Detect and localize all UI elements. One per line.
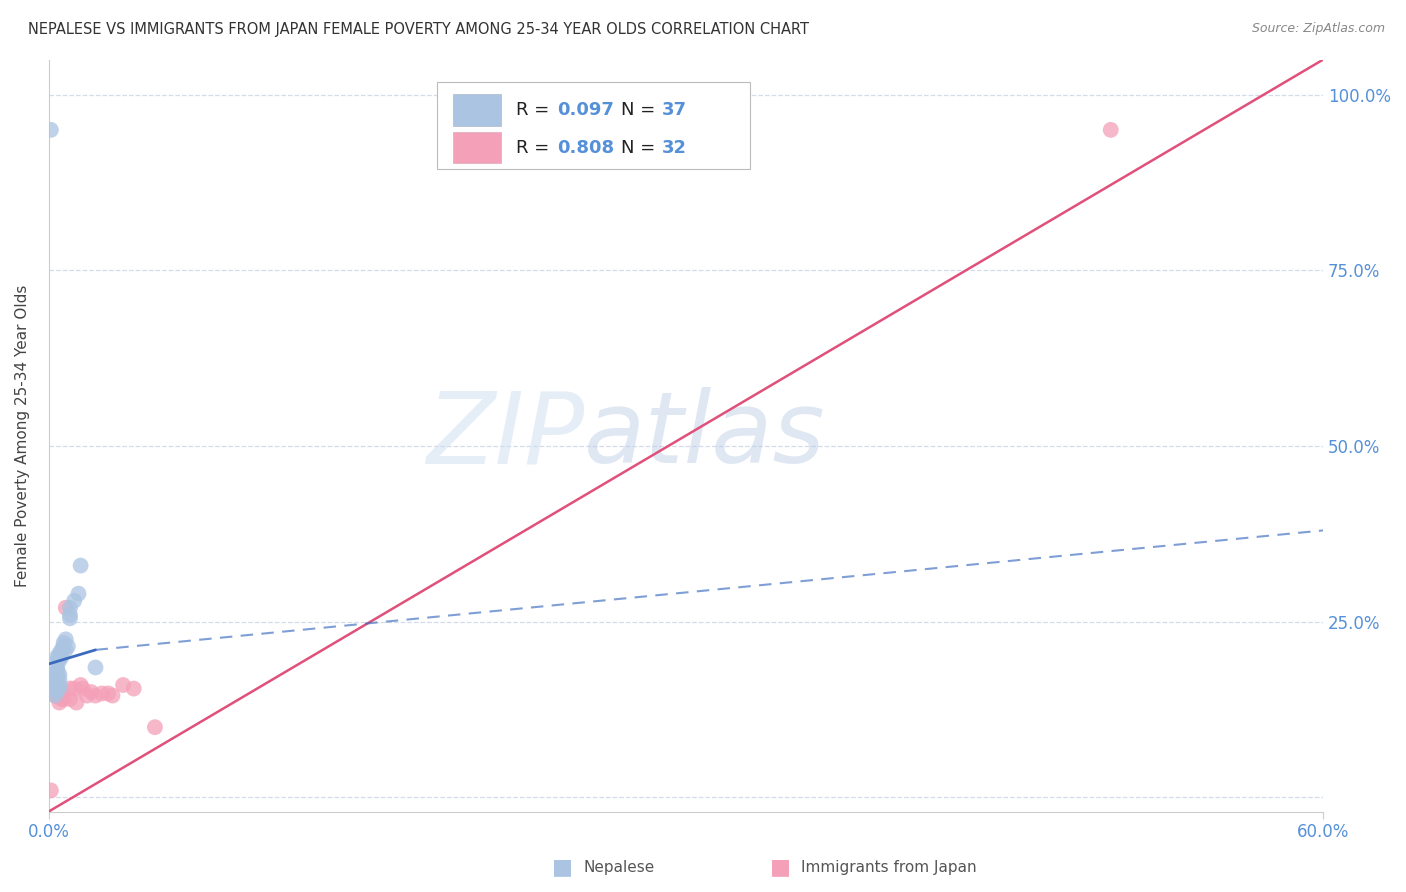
Point [42, 674, 65, 689]
Point [51, 649, 73, 664]
Point [90, 686, 112, 700]
Point [65, 696, 87, 710]
Point [46, 681, 69, 696]
Point [48, 653, 70, 667]
Point [52, 636, 75, 650]
Point [42, 671, 65, 685]
Point [59, 607, 82, 622]
Point [46, 674, 69, 689]
Point [39, 783, 62, 797]
Point [46, 653, 69, 667]
Point [55, 600, 77, 615]
Point [44, 689, 66, 703]
Point [55, 643, 77, 657]
Point [48, 667, 70, 681]
Point [52, 692, 75, 706]
Point [69, 558, 91, 573]
FancyBboxPatch shape [453, 95, 501, 126]
Text: ■: ■ [553, 857, 572, 877]
Point [59, 692, 82, 706]
Text: Immigrants from Japan: Immigrants from Japan [801, 860, 977, 874]
Point [48, 673, 70, 687]
Point [52, 640, 75, 654]
Point [51, 692, 73, 706]
Text: N =: N = [621, 138, 661, 157]
Text: ZIP: ZIP [426, 387, 583, 484]
Point [59, 681, 82, 696]
Point [46, 660, 69, 674]
Point [42, 678, 65, 692]
Point [39, 123, 62, 137]
Point [46, 649, 69, 664]
Point [122, 681, 145, 696]
Text: 32: 32 [662, 138, 686, 157]
Point [59, 611, 82, 625]
Point [48, 678, 70, 692]
Point [48, 649, 70, 664]
Point [80, 685, 103, 699]
Point [56, 640, 79, 654]
Y-axis label: Female Poverty Among 25-34 Year Olds: Female Poverty Among 25-34 Year Olds [15, 285, 30, 587]
Point [48, 681, 70, 696]
FancyBboxPatch shape [437, 82, 749, 169]
Text: NEPALESE VS IMMIGRANTS FROM JAPAN FEMALE POVERTY AMONG 25-34 YEAR OLDS CORRELATI: NEPALESE VS IMMIGRANTS FROM JAPAN FEMALE… [28, 22, 808, 37]
Point [44, 674, 66, 689]
Point [48, 689, 70, 703]
Point [51, 686, 73, 700]
Point [44, 685, 66, 699]
Point [42, 681, 65, 696]
Point [72, 681, 94, 696]
Point [44, 689, 66, 703]
Text: 37: 37 [662, 101, 686, 119]
Text: Nepalese: Nepalese [583, 860, 655, 874]
Point [46, 689, 69, 703]
Text: atlas: atlas [583, 387, 825, 484]
Point [44, 681, 66, 696]
Point [76, 689, 98, 703]
Point [46, 681, 69, 696]
FancyBboxPatch shape [453, 132, 501, 163]
Point [84, 660, 107, 674]
Point [48, 696, 70, 710]
Point [59, 600, 82, 615]
Point [44, 678, 66, 692]
Point [44, 681, 66, 696]
Point [55, 632, 77, 647]
Text: R =: R = [516, 101, 555, 119]
Point [46, 664, 69, 678]
Point [84, 689, 107, 703]
Point [44, 678, 66, 692]
Point [101, 689, 124, 703]
Text: 0.097: 0.097 [557, 101, 614, 119]
Point [39, 685, 62, 699]
Point [63, 681, 86, 696]
Text: N =: N = [621, 101, 661, 119]
Text: R =: R = [516, 138, 555, 157]
Point [143, 720, 166, 734]
Point [51, 643, 73, 657]
Point [67, 587, 90, 601]
Point [69, 678, 91, 692]
Point [63, 593, 86, 607]
Text: 0.808: 0.808 [557, 138, 614, 157]
Text: Source: ZipAtlas.com: Source: ZipAtlas.com [1251, 22, 1385, 36]
Point [48, 681, 70, 696]
Point [97, 686, 120, 700]
Point [46, 667, 69, 681]
Point [112, 678, 135, 692]
Point [42, 667, 65, 681]
Point [48, 647, 70, 661]
Point [1099, 123, 1122, 137]
Text: ■: ■ [770, 857, 790, 877]
